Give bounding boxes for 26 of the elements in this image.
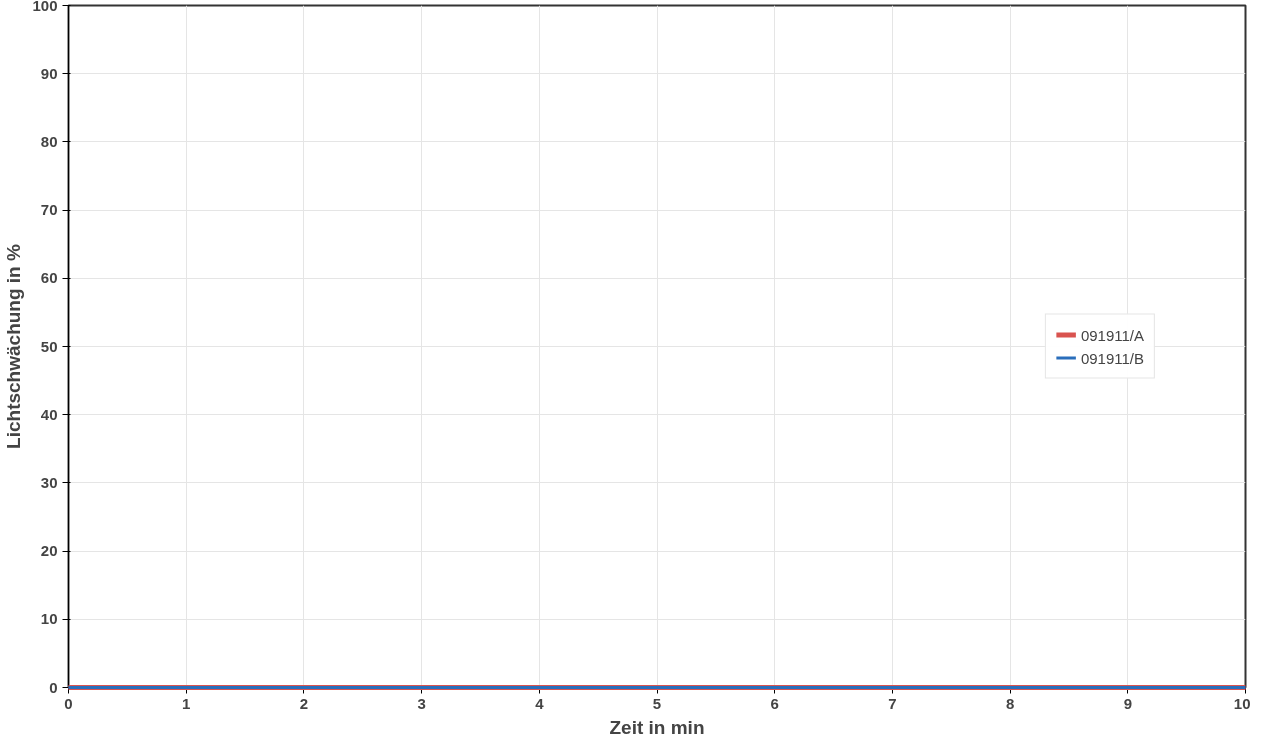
x-tick-label: 7	[888, 694, 897, 712]
x-tick-label: 4	[535, 694, 545, 712]
y-tick-label: 70	[40, 201, 58, 219]
y-tick-label: 100	[32, 0, 58, 14]
y-tick-label: 50	[40, 337, 58, 355]
y-tick-label: 30	[40, 473, 58, 491]
y-tick-label: 80	[40, 132, 58, 150]
y-tick-label: 20	[40, 542, 58, 560]
y-tick-label: 0	[49, 678, 58, 696]
x-tick-label: 1	[182, 694, 191, 712]
y-tick-label: 40	[40, 405, 58, 423]
x-tick-label: 3	[417, 694, 426, 712]
x-axis-title: Zeit in min	[609, 716, 705, 738]
legend-label: 091911/B	[1080, 349, 1144, 366]
x-tick-label: 9	[1123, 694, 1132, 712]
y-tick-label: 10	[40, 610, 58, 628]
y-axis-title: Lichtschwächung in %	[3, 244, 25, 449]
x-tick-label: 8	[1005, 694, 1015, 712]
x-tick-label: 5	[652, 694, 662, 712]
x-tick-label: 0	[64, 694, 73, 712]
x-tick-label: 10	[1233, 694, 1251, 712]
x-tick-label: 2	[299, 694, 309, 712]
x-tick-label: 6	[770, 694, 779, 712]
legend-label: 091911/A	[1080, 326, 1144, 343]
y-tick-label: 60	[40, 269, 58, 287]
y-tick-label: 90	[40, 64, 58, 82]
